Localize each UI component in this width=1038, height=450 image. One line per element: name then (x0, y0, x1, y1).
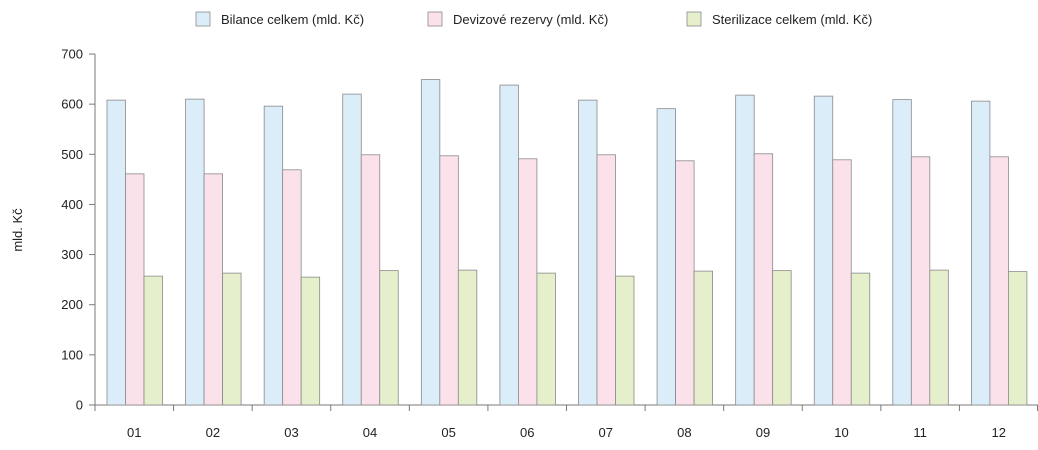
x-tick-label: 02 (206, 425, 220, 440)
x-tick-label: 04 (363, 425, 377, 440)
y-tick-label: 400 (61, 197, 83, 212)
x-tick-label: 10 (834, 425, 848, 440)
x-tick-label: 08 (677, 425, 691, 440)
legend-label: Bilance celkem (mld. Kč) (221, 12, 364, 27)
bar-bilance-celkem-mld-kc-06 (499, 84, 519, 406)
bar-sterilizace-celkem-mld-kc-12 (1008, 271, 1028, 406)
y-tick-label: 300 (61, 247, 83, 262)
legend-swatch (686, 11, 702, 27)
legend-swatch (195, 11, 211, 27)
legend-swatch (427, 11, 443, 27)
x-tick-label: 03 (284, 425, 298, 440)
bar-sterilizace-celkem-mld-kc-10 (850, 272, 871, 406)
y-tick-label: 200 (61, 297, 83, 312)
chart-legend: Bilance celkem (mld. Kč) Devizové rezervy… (195, 11, 872, 27)
bar-bilance-celkem-mld-kc-11 (892, 99, 912, 406)
bar-devizove-rezervy-mld-kc-08 (675, 160, 695, 406)
bar-devizove-rezervy-mld-kc-10 (832, 159, 852, 406)
x-tick-label: 12 (991, 425, 1005, 440)
x-tick-label: 06 (520, 425, 534, 440)
x-tick-label: 01 (127, 425, 141, 440)
bar-devizove-rezervy-mld-kc-03 (282, 169, 302, 406)
x-tick-label: 07 (599, 425, 613, 440)
bar-bilance-celkem-mld-kc-02 (185, 98, 205, 406)
x-tick-label: 05 (441, 425, 455, 440)
y-tick-label: 0 (76, 398, 83, 413)
series-devizove-rezervy-mld-kc (125, 153, 1009, 406)
bar-devizove-rezervy-mld-kc-12 (989, 156, 1009, 406)
bars (106, 79, 1028, 406)
bar-devizove-rezervy-mld-kc-05 (439, 155, 459, 406)
legend-item-devizove-rezervy-mld-kc: Devizové rezervy (mld. Kč) (427, 11, 608, 27)
x-axis: 01 02 03 04 05 06 07 08 09 10 11 12 (94, 404, 1038, 440)
x-tick-label: 11 (913, 425, 927, 440)
y-tick-label: 700 (61, 47, 83, 62)
legend-label: Sterilizace celkem (mld. Kč) (712, 12, 872, 27)
bar-bilance-celkem-mld-kc-03 (263, 105, 284, 406)
bar-bilance-celkem-mld-kc-01 (106, 99, 126, 406)
x-tick-label: 09 (756, 425, 770, 440)
series-sterilizace-celkem-mld-kc (143, 269, 1028, 406)
bar-devizove-rezervy-mld-kc-04 (360, 154, 381, 406)
bar-devizove-rezervy-mld-kc-06 (518, 158, 538, 406)
legend-item-sterilizace-celkem-mld-kc: Sterilizace celkem (mld. Kč) (686, 11, 872, 27)
bar-sterilizace-celkem-mld-kc-01 (143, 275, 163, 406)
bar-devizove-rezervy-mld-kc-09 (753, 153, 774, 406)
bar-sterilizace-celkem-mld-kc-09 (772, 270, 792, 406)
bar-bilance-celkem-mld-kc-09 (735, 94, 755, 406)
bar-sterilizace-celkem-mld-kc-08 (693, 270, 713, 406)
bar-devizove-rezervy-mld-kc-07 (596, 154, 616, 406)
series-bilance-celkem-mld-kc (106, 79, 991, 406)
bar-sterilizace-celkem-mld-kc-05 (457, 269, 478, 406)
bar-sterilizace-celkem-mld-kc-03 (300, 276, 321, 406)
y-axis-title: mld. Kč (10, 208, 25, 252)
y-tick-label: 100 (61, 347, 83, 362)
bar-bilance-celkem-mld-kc-08 (656, 108, 676, 406)
bar-bilance-celkem-mld-kc-04 (342, 93, 362, 406)
bar-sterilizace-celkem-mld-kc-04 (379, 270, 399, 406)
bar-bilance-celkem-mld-kc-10 (813, 95, 834, 406)
bar-devizove-rezervy-mld-kc-02 (203, 173, 223, 406)
y-tick-label: 500 (61, 147, 83, 162)
bar-devizove-rezervy-mld-kc-01 (125, 173, 145, 406)
y-axis: 0 100 200 300 400 500 600 700 (61, 47, 96, 413)
bar-sterilizace-celkem-mld-kc-06 (536, 272, 556, 406)
bar-sterilizace-celkem-mld-kc-02 (222, 272, 242, 406)
bar-sterilizace-celkem-mld-kc-07 (615, 275, 635, 406)
y-tick-label: 600 (61, 97, 83, 112)
legend-label: Devizové rezervy (mld. Kč) (453, 12, 608, 27)
bar-bilance-celkem-mld-kc-05 (420, 79, 441, 406)
legend-item-bilance-celkem-mld-kc: Bilance celkem (mld. Kč) (195, 11, 364, 27)
bar-devizove-rezervy-mld-kc-11 (910, 156, 931, 406)
bar-sterilizace-celkem-mld-kc-11 (929, 269, 949, 406)
bar-bilance-celkem-mld-kc-12 (971, 100, 991, 406)
bar-bilance-celkem-mld-kc-07 (578, 99, 598, 406)
